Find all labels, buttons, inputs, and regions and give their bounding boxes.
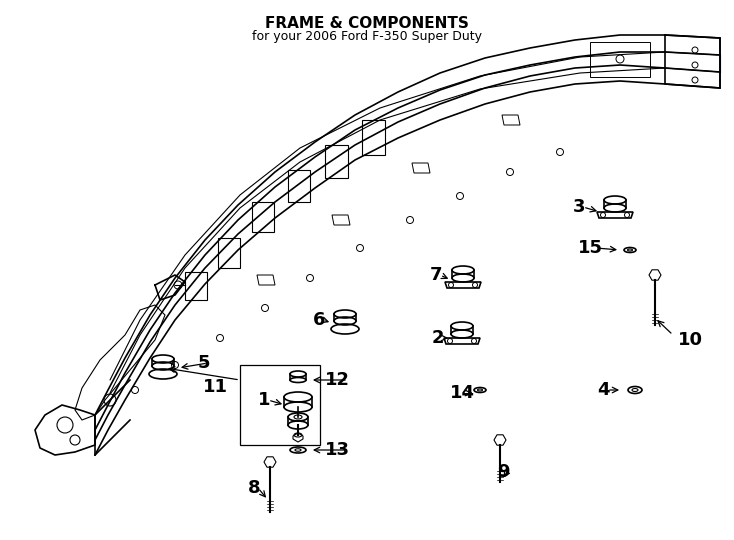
Text: 14: 14 xyxy=(450,384,475,402)
Text: 4: 4 xyxy=(597,381,609,399)
Text: 5: 5 xyxy=(197,354,210,372)
Text: 15: 15 xyxy=(578,239,603,257)
Bar xyxy=(240,365,320,445)
Text: 6: 6 xyxy=(313,311,325,329)
Text: 3: 3 xyxy=(573,198,586,216)
Text: 12: 12 xyxy=(325,371,350,389)
Text: 1: 1 xyxy=(258,391,271,409)
Text: 7: 7 xyxy=(430,266,443,284)
Text: 9: 9 xyxy=(497,463,509,481)
Text: FRAME & COMPONENTS: FRAME & COMPONENTS xyxy=(265,16,469,31)
Text: 11: 11 xyxy=(203,378,228,396)
Text: 13: 13 xyxy=(325,441,350,459)
Text: 8: 8 xyxy=(248,479,261,497)
Text: 2: 2 xyxy=(432,329,445,347)
Text: for your 2006 Ford F-350 Super Duty: for your 2006 Ford F-350 Super Duty xyxy=(252,30,482,43)
Text: 10: 10 xyxy=(678,331,703,349)
Bar xyxy=(590,42,650,77)
